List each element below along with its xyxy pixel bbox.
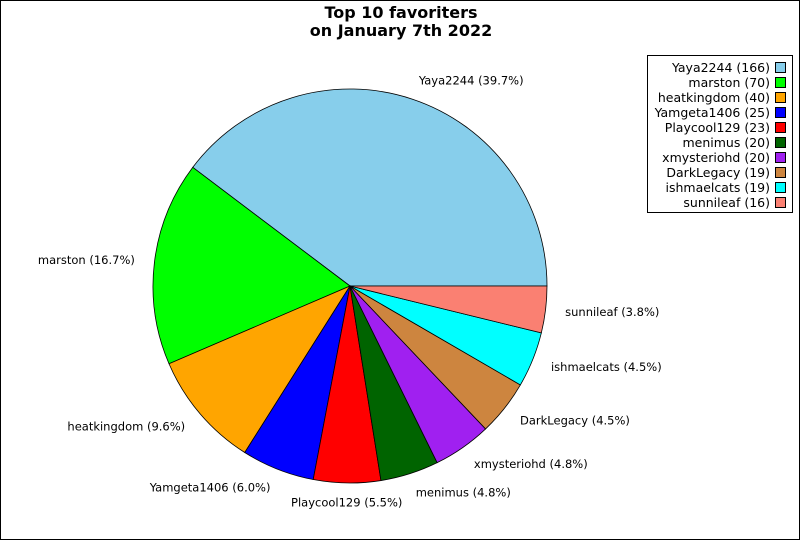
legend-label: ishmaelcats (19) [665,180,771,195]
legend-item-menimus: menimus (20) [682,135,786,150]
legend-label: heatkingdom (40) [657,90,770,105]
chart-title: Top 10 favoriters on January 7th 2022 [1,4,800,40]
legend-label: Yaya2244 (166) [671,60,770,75]
legend-label: sunnileaf (16) [683,195,770,210]
legend-label: marston (70) [688,75,770,90]
legend-swatch [775,77,786,88]
legend-swatch [775,137,786,148]
legend-label: Playcool129 (23) [664,120,770,135]
legend-label: xmysteriohd (20) [662,150,770,165]
legend-swatch [775,122,786,133]
legend-swatch [775,197,786,208]
legend-label: menimus (20) [682,135,770,150]
legend-item-darklegacy: DarkLegacy (19) [666,165,786,180]
legend-item-xmysteriohd: xmysteriohd (20) [662,150,786,165]
slice-label-yamgeta1406: Yamgeta1406 (6.0%) [149,481,271,495]
legend-swatch [775,62,786,73]
legend-swatch [775,152,786,163]
legend-item-ishmaelcats: ishmaelcats (19) [665,180,786,195]
pie-slice-sunnileaf [349,285,548,334]
slice-label-marston: marston (16.7%) [38,253,135,267]
legend-item-sunnileaf: sunnileaf (16) [683,195,786,210]
slice-label-playcool129: Playcool129 (5.5%) [291,496,402,510]
legend-item-heatkingdom: heatkingdom (40) [658,90,786,105]
slice-label-menimus: menimus (4.8%) [416,485,511,499]
legend-swatch [775,182,786,193]
slice-label-sunnileaf: sunnileaf (3.8%) [565,305,659,319]
chart-legend: Yaya2244 (166) marston (70) heatkingdom (4… [647,55,793,213]
legend-item-marston: marston (70) [688,75,786,90]
legend-label: Yamgeta1406 (25) [654,105,770,120]
slice-label-yaya2244: Yaya2244 (39.7%) [418,74,524,88]
legend-swatch [775,167,786,178]
pie-slice-yaya2244 [192,88,548,287]
slice-label-darklegacy: DarkLegacy (4.5%) [520,413,630,427]
legend-label: DarkLegacy (19) [666,165,770,180]
legend-swatch [775,92,786,103]
slice-label-xmysteriohd: xmysteriohd (4.8%) [474,457,588,471]
chart-title-line-2: on January 7th 2022 [309,21,493,40]
legend-item-yaya2244: Yaya2244 (166) [672,60,786,75]
pie-slice-heatkingdom [168,285,352,454]
slice-label-heatkingdom: heatkingdom (9.6%) [67,420,185,434]
legend-swatch [775,107,786,118]
chart-title-line-1: Top 10 favoriters [324,3,478,22]
pie-slice-marston [152,166,351,365]
slice-label-ishmaelcats: ishmaelcats (4.5%) [551,360,662,374]
legend-item-yamgeta1406: Yamgeta1406 (25) [655,105,786,120]
legend-item-playcool129: Playcool129 (23) [665,120,786,135]
